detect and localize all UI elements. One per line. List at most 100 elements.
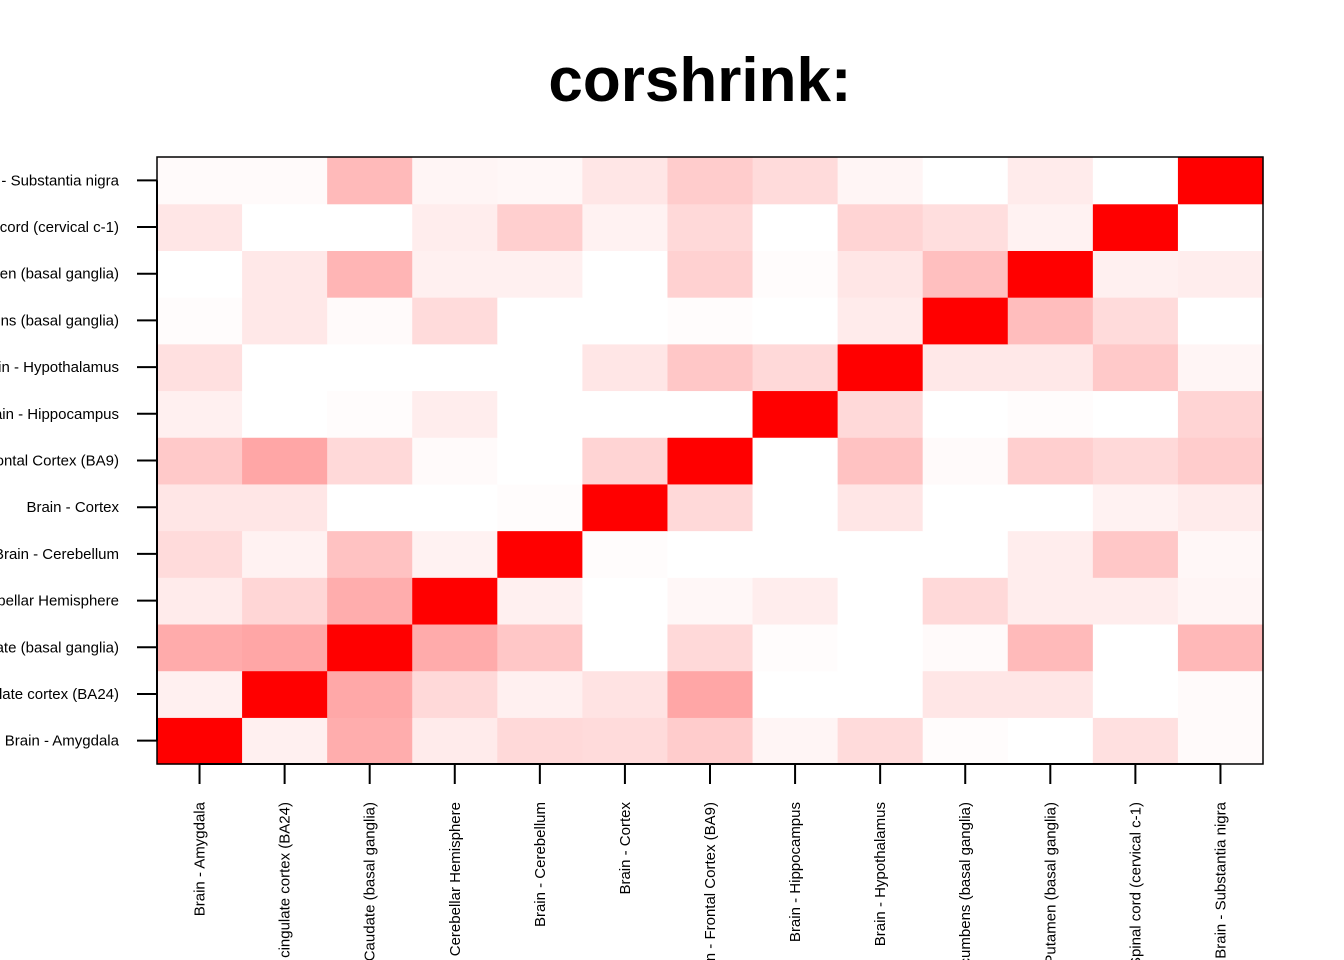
heatmap-cell-r11-c6 (667, 203, 754, 251)
heatmap-cell-r2-c10 (1007, 623, 1094, 672)
plot-frame (156, 156, 1264, 765)
x-tick-label-brain-nucleus-accumbens-basal-ganglia: Brain - Nucleus accumbens (basal ganglia… (957, 802, 974, 960)
heatmap-cell-r10-c9 (922, 250, 1009, 298)
heatmap-cell-r8-c5 (582, 343, 669, 392)
heatmap-cell-r0-c3 (412, 717, 498, 765)
heatmap-cell-r7-c10 (1007, 390, 1094, 438)
heatmap-cell-r11-c1 (242, 203, 328, 251)
heatmap-cell-r12-c0 (157, 157, 243, 205)
heatmap-cell-r11-c10 (1007, 203, 1094, 251)
y-axis: Brain - Amygdala Brain - Anterior cingula… (0, 172, 158, 750)
heatmap-cell-r2-c12 (1177, 623, 1264, 672)
heatmap-cell-r12-c8 (837, 157, 924, 205)
heatmap-cell-r12-c12 (1177, 157, 1264, 205)
heatmap-cell-r3-c10 (1007, 577, 1094, 625)
heatmap-cell-r7-c8 (837, 390, 924, 438)
y-tick-label-brain-cerebellum: Brain - Cerebellum (0, 546, 119, 563)
heatmap-cell-r9-c7 (752, 297, 839, 345)
heatmap-cell-r0-c1 (242, 717, 328, 765)
heatmap-cell-r1-c5 (582, 670, 669, 718)
heatmap-cell-r6-c5 (582, 437, 669, 485)
heatmap-cell-r6-c3 (412, 437, 498, 485)
heatmap-cell-r4-c8 (837, 530, 924, 578)
heatmap-cell-r5-c10 (1007, 483, 1094, 532)
y-tick-label-brain-cortex: Brain - Cortex (26, 499, 119, 516)
x-tick-label-brain-putamen-basal-ganglia: Brain - Putamen (basal ganglia) (1042, 802, 1059, 960)
y-tick-label-brain-spinal-cord-cervical-c-1: Brain - Spinal cord (cervical c-1) (0, 219, 119, 236)
heatmap-cell-r2-c11 (1092, 623, 1179, 672)
heatmap-cell-r10-c11 (1092, 250, 1179, 298)
heatmap-cell-r0-c6 (667, 717, 754, 765)
heatmap-cell-r4-c9 (922, 530, 1009, 578)
heatmap-cell-r1-c7 (752, 670, 839, 718)
heatmap-cell-r0-c0 (157, 717, 243, 765)
heatmap-cell-r10-c2 (327, 250, 413, 298)
y-tick-label-brain-cerebellar-hemisphere: Brain - Cerebellar Hemisphere (0, 593, 119, 610)
heatmap-cell-r9-c8 (837, 297, 924, 345)
heatmap-cell-r10-c8 (837, 250, 924, 298)
y-tick-label-brain-putamen-basal-ganglia: Brain - Putamen (basal ganglia) (0, 266, 119, 283)
heatmap-cell-r2-c2 (327, 623, 413, 672)
heatmap-cell-r5-c11 (1092, 483, 1179, 532)
heatmap-cell-r2-c0 (157, 623, 243, 672)
x-tick-label-brain-cerebellum: Brain - Cerebellum (532, 802, 549, 927)
heatmap-cell-r1-c0 (157, 670, 243, 718)
heatmap-cell-r5-c5 (582, 483, 669, 532)
heatmap-cell-r6-c2 (327, 437, 413, 485)
heatmap-cell-r1-c3 (412, 670, 498, 718)
heatmap-cell-r6-c11 (1092, 437, 1179, 485)
heatmap-cell-r11-c2 (327, 203, 413, 251)
heatmap-cell-r9-c12 (1177, 297, 1264, 345)
heatmap-cell-r2-c6 (667, 623, 754, 672)
heatmap-cell-r12-c11 (1092, 157, 1179, 205)
heatmap-cell-r7-c9 (922, 390, 1009, 438)
heatmap-cell-r7-c7 (752, 390, 839, 438)
heatmap-cell-r1-c11 (1092, 670, 1179, 718)
heatmap-cell-r2-c3 (412, 623, 498, 672)
heatmap-cell-r8-c3 (412, 343, 498, 392)
heatmap-cell-r12-c7 (752, 157, 839, 205)
y-tick-label-brain-nucleus-accumbens-basal-ganglia: Brain - Nucleus accumbens (basal ganglia… (0, 312, 119, 329)
heatmap-cell-r8-c12 (1177, 343, 1264, 392)
heatmap-cell-r4-c4 (497, 530, 583, 578)
heatmap-cell-r8-c2 (327, 343, 413, 392)
heatmap-cell-r4-c7 (752, 530, 839, 578)
x-tick-label-brain-spinal-cord-cervical-c-1: Brain - Spinal cord (cervical c-1) (1127, 802, 1144, 960)
heatmap-cell-r5-c0 (157, 483, 243, 532)
heatmap-cell-r10-c6 (667, 250, 754, 298)
heatmap-cell-r11-c5 (582, 203, 669, 251)
heatmap-cell-r0-c8 (837, 717, 924, 765)
x-tick-label-brain-cerebellar-hemisphere: Brain - Cerebellar Hemisphere (447, 802, 464, 960)
heatmap-cell-r3-c1 (242, 577, 328, 625)
heatmap-cell-r12-c4 (497, 157, 583, 205)
heatmap-cell-r9-c5 (582, 297, 669, 345)
heatmap-cell-r9-c3 (412, 297, 498, 345)
heatmap-cell-r11-c9 (922, 203, 1009, 251)
heatmap-cell-r9-c10 (1007, 297, 1094, 345)
heatmap-cells (157, 157, 1264, 765)
heatmap-cell-r7-c6 (667, 390, 754, 438)
heatmap-cell-r12-c3 (412, 157, 498, 205)
heatmap-cell-r10-c4 (497, 250, 583, 298)
heatmap-cell-r5-c7 (752, 483, 839, 532)
heatmap-cell-r2-c8 (837, 623, 924, 672)
x-tick-label-brain-hippocampus: Brain - Hippocampus (787, 802, 804, 942)
heatmap-cell-r9-c2 (327, 297, 413, 345)
x-axis: Brain - Amygdala Brain - Anterior cingula… (192, 763, 1229, 960)
heatmap-cell-r6-c4 (497, 437, 583, 485)
heatmap-cell-r1-c6 (667, 670, 754, 718)
heatmap-cell-r7-c3 (412, 390, 498, 438)
y-tick-label-brain-frontal-cortex-ba9: Brain - Frontal Cortex (BA9) (0, 453, 119, 470)
heatmap-cell-r8-c10 (1007, 343, 1094, 392)
heatmap-cell-r3-c8 (837, 577, 924, 625)
heatmap-cell-r5-c2 (327, 483, 413, 532)
heatmap-cell-r11-c7 (752, 203, 839, 251)
heatmap-cell-r2-c1 (242, 623, 328, 672)
heatmap-cell-r5-c4 (497, 483, 583, 532)
y-tick-label-brain-amygdala: Brain - Amygdala (5, 733, 120, 750)
heatmap-cell-r11-c4 (497, 203, 583, 251)
chart-title: corshrink: (548, 46, 851, 115)
y-tick-label-brain-substantia-nigra: Brain - Substantia nigra (0, 172, 120, 189)
heatmap-cell-r6-c9 (922, 437, 1009, 485)
